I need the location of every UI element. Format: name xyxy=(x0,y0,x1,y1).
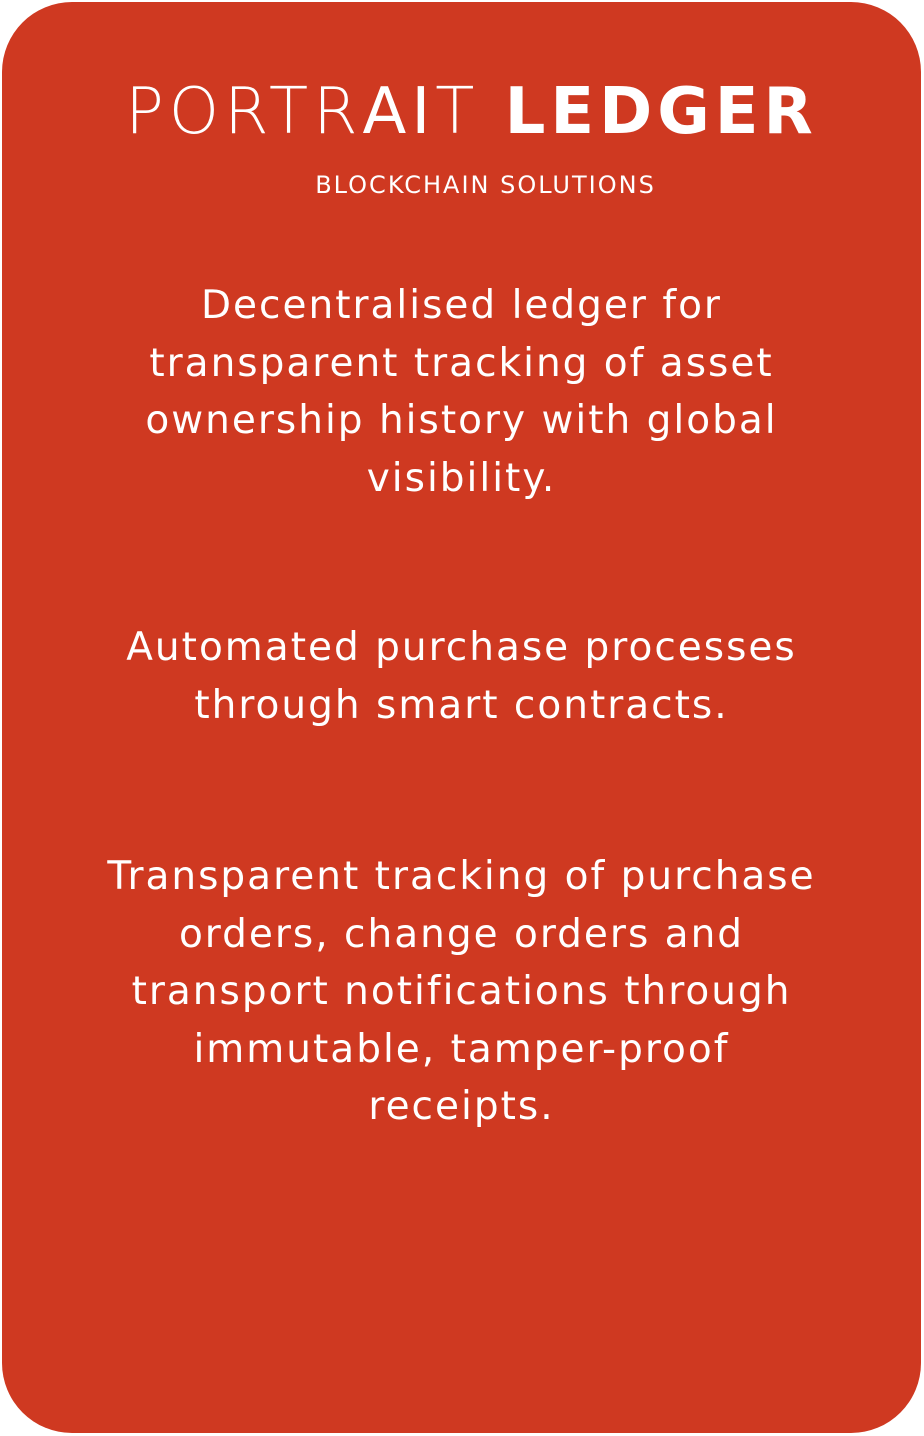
feature-tracking-line: transport notifications through xyxy=(131,969,792,1014)
feature-ledger-line: transparent tracking of asset xyxy=(149,340,774,386)
feature-tracking-line: orders, change orders and xyxy=(178,911,745,957)
feature-ledger-line: visibility. xyxy=(366,455,557,501)
feature-ledger: Decentralised ledger for transparent tra… xyxy=(42,277,881,507)
brand-tagline: BLOCKCHAIN SOLUTIONS xyxy=(315,171,656,199)
feature-smart-contracts-line: Automated purchase processes xyxy=(126,625,797,670)
brand-logo-part-portr: PORTR xyxy=(125,75,363,149)
brand-logo-part-t: T xyxy=(435,75,480,149)
brand-logo-part-ledger: LEDGER xyxy=(504,75,818,149)
feature-smart-contracts: Automated purchase processes through sma… xyxy=(42,619,881,734)
feature-tracking-line: Transparent tracking of purchase xyxy=(107,854,816,899)
feature-ledger-line: ownership history with global xyxy=(145,398,778,443)
feature-smart-contracts-line: through smart contracts. xyxy=(194,682,729,728)
brand-logo: PORTRAIT LEDGER xyxy=(2,74,921,150)
feature-tracking-line: receipts. xyxy=(368,1084,555,1129)
feature-tracking: Transparent tracking of purchase orders,… xyxy=(42,848,881,1136)
feature-ledger-line: Decentralised ledger for xyxy=(201,283,722,328)
feature-tracking-line: immutable, tamper-proof xyxy=(193,1026,730,1072)
brand-logo-part-ai: AI xyxy=(362,75,436,149)
